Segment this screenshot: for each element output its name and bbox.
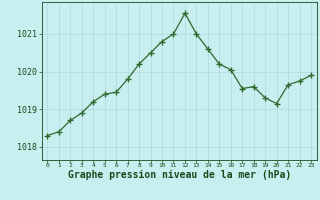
X-axis label: Graphe pression niveau de la mer (hPa): Graphe pression niveau de la mer (hPa) — [68, 170, 291, 180]
